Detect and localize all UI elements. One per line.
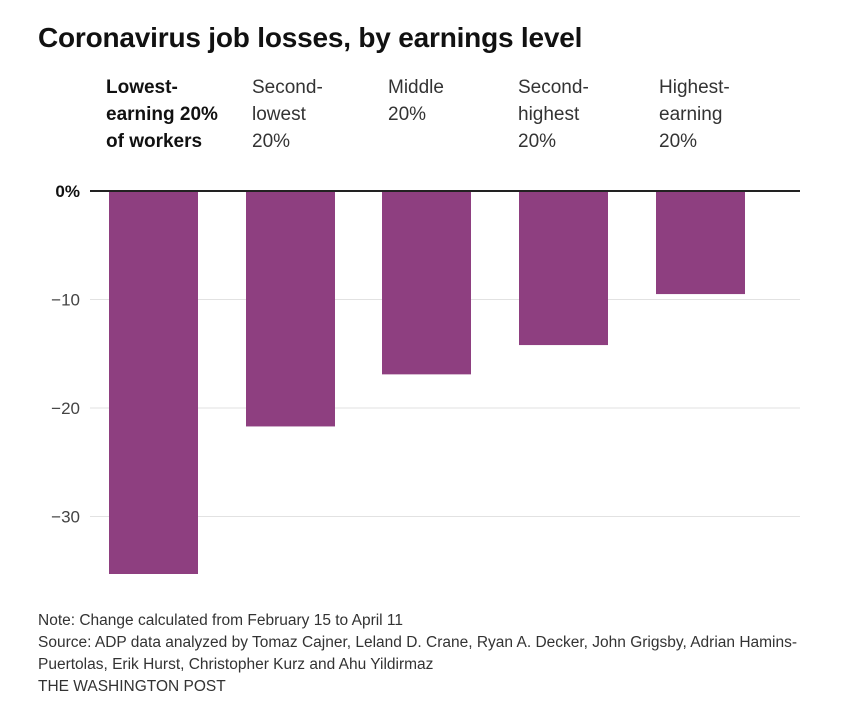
chart-source: Source: ADP data analyzed by Tomaz Cajne…: [38, 634, 798, 673]
category-label-highest: Highest- earning 20%: [659, 77, 730, 152]
y-tick-label: −30: [51, 507, 80, 526]
y-tick-label: −10: [51, 290, 80, 309]
bar-0: [109, 191, 198, 574]
category-label-second-highest: Second- highest 20%: [518, 77, 589, 152]
category-label-lowest: Lowest- earning 20% of workers: [106, 77, 218, 152]
category-label-middle: Middle 20%: [388, 77, 444, 125]
chart-note: Note: Change calculated from February 15…: [38, 612, 404, 629]
bar-chart: 0% −10 −20 −30: [51, 182, 800, 574]
chart-title: Coronavirus job losses, by earnings leve…: [38, 22, 583, 53]
y-tick-label: −20: [51, 399, 80, 418]
bar-4: [656, 191, 745, 295]
chart-credit: THE WASHINGTON POST: [38, 678, 226, 695]
bar-3: [519, 191, 608, 346]
chart-footer: Note: Change calculated from February 15…: [38, 610, 828, 698]
category-label-second-lowest: Second- lowest 20%: [252, 77, 323, 152]
y-tick-label: 0%: [55, 182, 80, 201]
bar-2: [382, 191, 471, 375]
bar-1: [246, 191, 335, 427]
